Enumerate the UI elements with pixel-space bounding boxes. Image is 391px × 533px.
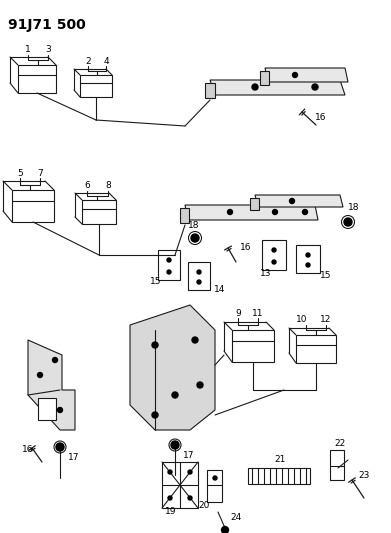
Text: 15: 15	[320, 271, 332, 280]
Bar	[330, 450, 344, 480]
Circle shape	[252, 84, 258, 90]
Text: 17: 17	[183, 450, 194, 459]
Circle shape	[191, 234, 199, 242]
Circle shape	[171, 441, 179, 449]
Circle shape	[168, 470, 172, 474]
Circle shape	[57, 408, 63, 413]
Text: 21: 21	[274, 456, 286, 464]
Circle shape	[167, 270, 171, 274]
Circle shape	[188, 470, 192, 474]
Text: 16: 16	[315, 112, 326, 122]
Polygon shape	[265, 68, 348, 82]
Text: 20: 20	[198, 500, 210, 510]
Text: 24: 24	[230, 513, 241, 522]
Text: 14: 14	[214, 286, 225, 295]
Circle shape	[152, 342, 158, 348]
Circle shape	[306, 263, 310, 267]
Circle shape	[197, 382, 203, 388]
Circle shape	[292, 72, 298, 77]
Circle shape	[197, 280, 201, 284]
Text: 23: 23	[358, 472, 369, 481]
Bar	[80, 75, 112, 97]
Text: 19: 19	[165, 507, 176, 516]
Circle shape	[168, 496, 172, 500]
Text: 15: 15	[150, 278, 161, 287]
Bar	[232, 330, 274, 362]
Bar	[207, 470, 222, 502]
Circle shape	[272, 248, 276, 252]
Bar	[260, 71, 269, 85]
Polygon shape	[28, 340, 75, 430]
Text: 6: 6	[84, 182, 90, 190]
Circle shape	[289, 198, 294, 204]
Circle shape	[272, 260, 276, 264]
Text: 16: 16	[240, 244, 251, 253]
Bar	[250, 198, 259, 210]
Circle shape	[56, 443, 64, 451]
Bar	[296, 335, 336, 363]
Bar	[262, 240, 286, 270]
Circle shape	[228, 209, 233, 214]
Text: 16: 16	[22, 446, 34, 455]
Bar	[18, 65, 56, 93]
Circle shape	[197, 270, 201, 274]
Bar	[82, 200, 116, 224]
Text: 10: 10	[296, 316, 308, 325]
Circle shape	[344, 218, 352, 226]
Circle shape	[303, 209, 307, 214]
Circle shape	[152, 412, 158, 418]
Bar	[205, 83, 215, 98]
Circle shape	[52, 358, 57, 362]
Text: 1: 1	[25, 45, 31, 54]
Text: 9: 9	[235, 309, 241, 318]
Bar	[158, 250, 180, 280]
Text: 18: 18	[188, 221, 199, 230]
Circle shape	[221, 527, 228, 533]
Polygon shape	[255, 195, 343, 207]
Bar	[248, 468, 310, 484]
Text: 91J71 500: 91J71 500	[8, 18, 86, 32]
Polygon shape	[185, 205, 318, 220]
Circle shape	[312, 84, 318, 90]
Circle shape	[172, 392, 178, 398]
Circle shape	[188, 496, 192, 500]
Text: 2: 2	[85, 56, 91, 66]
Circle shape	[192, 337, 198, 343]
Polygon shape	[210, 80, 345, 95]
Circle shape	[273, 209, 278, 214]
Bar	[180, 208, 189, 223]
Circle shape	[167, 258, 171, 262]
Circle shape	[306, 253, 310, 257]
Text: 17: 17	[68, 454, 79, 463]
Text: 22: 22	[334, 439, 346, 448]
Bar	[38, 398, 56, 420]
Bar	[12, 190, 54, 222]
Text: 7: 7	[37, 168, 43, 177]
Bar	[162, 462, 198, 508]
Text: 18: 18	[348, 204, 359, 213]
Text: 4: 4	[103, 56, 109, 66]
Text: 12: 12	[320, 316, 332, 325]
Text: 11: 11	[252, 309, 264, 318]
Circle shape	[38, 373, 43, 377]
Bar	[188, 262, 210, 290]
Text: 3: 3	[45, 45, 51, 54]
Text: 5: 5	[17, 168, 23, 177]
Bar	[296, 245, 320, 273]
Text: 8: 8	[105, 182, 111, 190]
Circle shape	[213, 476, 217, 480]
Text: 13: 13	[260, 270, 272, 279]
Polygon shape	[130, 305, 215, 430]
